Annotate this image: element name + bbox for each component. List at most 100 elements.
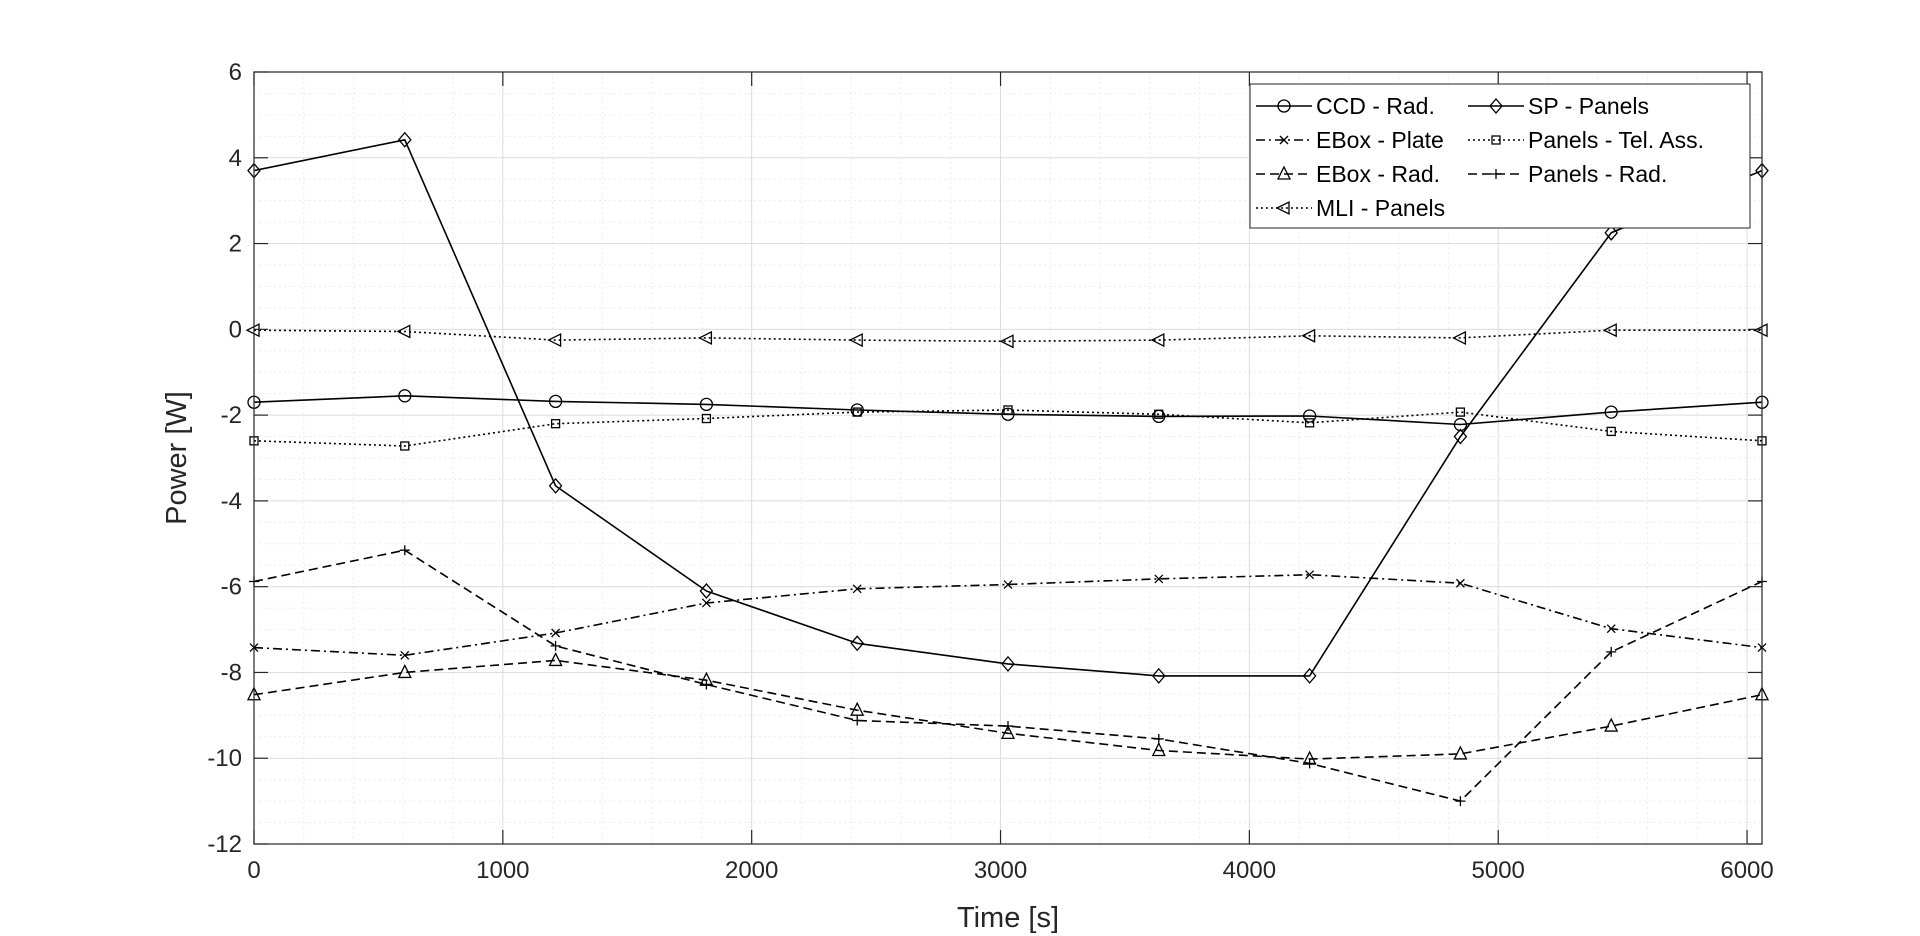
y-tick-label-2: 2 xyxy=(229,231,242,258)
data-point-1-3 xyxy=(699,582,714,599)
data-point-6-4 xyxy=(848,333,863,348)
data-point-3-4 xyxy=(852,407,862,417)
series-line-2 xyxy=(253,573,1763,657)
x-tick-label-5000: 5000 xyxy=(1472,857,1525,884)
series-layer xyxy=(245,131,1770,807)
series-line-1 xyxy=(253,139,1763,677)
data-point-2-8 xyxy=(1455,578,1465,588)
data-point-0-1 xyxy=(398,389,412,403)
legend-marker-2 xyxy=(1279,135,1289,145)
legend-label-2: EBox - Plate xyxy=(1316,127,1444,153)
data-point-0-7 xyxy=(1302,409,1317,423)
series-line-5 xyxy=(253,549,1763,802)
x-tick-label-3000: 3000 xyxy=(974,857,1027,884)
data-point-0-3 xyxy=(699,397,714,412)
x-tick-label-1000: 1000 xyxy=(476,857,529,884)
y-axis-label: Power [W] xyxy=(161,391,193,525)
legend-label-6: MLI - Panels xyxy=(1316,195,1445,221)
y-tick-label-0: 0 xyxy=(229,316,242,343)
data-point-4-4 xyxy=(850,701,865,716)
data-point-3-5 xyxy=(1003,405,1013,415)
data-point-5-1 xyxy=(399,545,410,556)
x-tick-label-6000: 6000 xyxy=(1720,857,1773,884)
data-point-2-3 xyxy=(701,598,711,608)
data-point-6-0 xyxy=(245,323,260,338)
data-point-6-6 xyxy=(1150,333,1165,348)
x-tick-label-0: 0 xyxy=(247,857,260,884)
legend-marker-4 xyxy=(1276,165,1292,180)
legend-marker-6 xyxy=(1275,200,1290,216)
data-point-5-6 xyxy=(1153,733,1164,744)
y-tick-label--8: -8 xyxy=(221,659,242,686)
data-point-6-9 xyxy=(1602,323,1617,338)
legend-marker-3 xyxy=(1491,135,1501,145)
legend-marker-1 xyxy=(1489,98,1503,114)
data-point-2-7 xyxy=(1305,570,1315,580)
data-point-6-3 xyxy=(697,330,713,345)
y-tick-label--6: -6 xyxy=(221,574,242,601)
series-line-3 xyxy=(253,409,1763,447)
data-point-4-5 xyxy=(1000,724,1016,739)
legend-label-4: EBox - Rad. xyxy=(1316,161,1440,187)
data-point-5-4 xyxy=(852,715,863,726)
data-point-4-9 xyxy=(1604,717,1619,732)
data-point-3-2 xyxy=(550,419,561,429)
data-point-3-7 xyxy=(1304,418,1315,428)
data-point-1-4 xyxy=(850,635,865,652)
x-tick-label-2000: 2000 xyxy=(725,857,778,884)
legend-label-5: Panels - Rad. xyxy=(1528,161,1667,187)
data-point-5-8 xyxy=(1455,796,1466,807)
data-point-1-7 xyxy=(1302,667,1317,684)
data-point-5-5 xyxy=(1003,721,1013,732)
data-point-6-8 xyxy=(1451,330,1467,345)
y-tick-label--4: -4 xyxy=(221,488,242,515)
data-point-3-3 xyxy=(701,413,712,424)
data-point-6-1 xyxy=(396,324,411,339)
data-point-0-2 xyxy=(548,394,563,409)
axis-ticks xyxy=(253,71,1762,845)
x-tick-label-4000: 4000 xyxy=(1223,857,1276,884)
data-point-5-9 xyxy=(1606,646,1617,657)
data-point-0-5 xyxy=(1001,407,1015,421)
data-point-3-1 xyxy=(400,441,410,451)
data-point-1-5 xyxy=(1001,655,1015,672)
series-1 xyxy=(247,131,1769,684)
legend-marker-0 xyxy=(1277,99,1291,113)
data-point-3-9 xyxy=(1606,426,1616,437)
x-axis-label: Time [s] xyxy=(957,902,1059,934)
data-point-1-9 xyxy=(1604,224,1619,241)
y-tick-label--12: -12 xyxy=(207,831,242,858)
data-point-4-6 xyxy=(1151,742,1166,757)
data-point-1-1 xyxy=(397,131,412,148)
legend: CCD - Rad. SP - Panels EBox - Plate Panels … xyxy=(1249,83,1751,229)
data-point-6-10 xyxy=(1753,323,1768,338)
data-point-2-4 xyxy=(852,584,862,594)
data-point-4-2 xyxy=(548,651,563,667)
major-grid xyxy=(253,71,1762,845)
y-tick-label--2: -2 xyxy=(221,402,242,429)
data-point-3-6 xyxy=(1154,409,1164,419)
data-point-2-9 xyxy=(1606,624,1616,634)
data-point-6-5 xyxy=(999,334,1014,349)
data-point-0-9 xyxy=(1604,405,1618,419)
legend-label-1: SP - Panels xyxy=(1528,93,1649,119)
legend-label-3: Panels - Tel. Ass. xyxy=(1528,127,1704,153)
data-point-6-7 xyxy=(1301,328,1316,343)
legend-marker-5 xyxy=(1491,169,1501,179)
plot-frame xyxy=(253,71,1763,845)
data-point-2-5 xyxy=(1003,580,1013,589)
y-tick-label-4: 4 xyxy=(229,145,242,172)
data-point-1-6 xyxy=(1151,667,1166,684)
data-point-5-3 xyxy=(701,679,712,690)
data-point-3-8 xyxy=(1455,407,1466,417)
series-2 xyxy=(249,570,1767,660)
y-tick-label--10: -10 xyxy=(207,745,242,772)
data-point-2-2 xyxy=(551,628,561,638)
series-6 xyxy=(245,323,1768,349)
series-line-4 xyxy=(253,659,1763,760)
tick-labels: 0 1000 2000 3000 4000 5000 6000 -12 -10 -8 -6 -4 -2 0… xyxy=(207,59,1773,884)
data-point-4-8 xyxy=(1453,745,1468,760)
data-point-2-6 xyxy=(1154,574,1164,584)
legend-label-0: CCD - Rad. xyxy=(1316,93,1435,119)
